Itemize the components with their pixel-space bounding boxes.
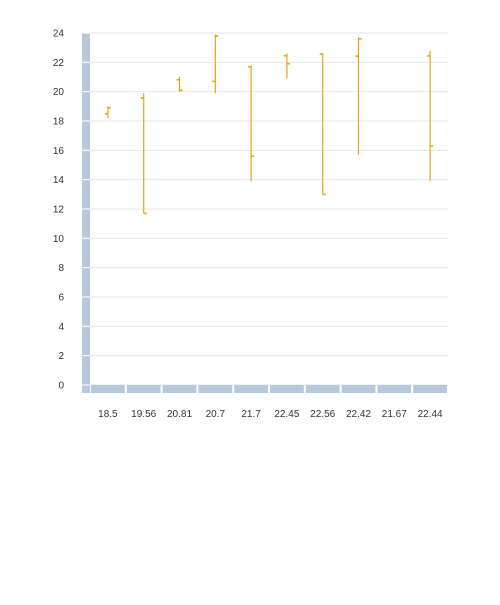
x-axis-band-segment	[270, 385, 304, 393]
y-axis-band	[82, 33, 90, 393]
y-tick-label: 22	[53, 58, 65, 69]
ohlc-mark	[427, 50, 434, 182]
y-tick-label: 14	[53, 175, 65, 186]
y-tick-label: 2	[58, 351, 64, 362]
grid-lines	[90, 32, 448, 386]
x-axis-band-segment	[91, 385, 125, 393]
x-tick-label: 19.56	[131, 409, 156, 420]
y-tick-label: 18	[53, 117, 65, 128]
x-axis-ticks: 18.5 19.56 20.81 20.7 21.7 22.45 22.56 22.42 21.…	[98, 409, 443, 420]
y-tick-label: 24	[53, 29, 65, 40]
x-axis-band-segment	[198, 385, 233, 393]
x-tick-label: 21.7	[241, 409, 261, 420]
x-tick-label: 22.42	[346, 409, 371, 420]
axis-bands	[82, 32, 447, 393]
y-tick-label: 8	[58, 263, 64, 274]
ohlc-marks	[104, 34, 434, 215]
y-tick-label: 4	[58, 322, 64, 333]
ohlc-mark	[319, 53, 326, 196]
ohlc-mark	[140, 93, 147, 215]
x-tick-label: 21.67	[382, 409, 407, 420]
x-axis-band-segment	[341, 385, 376, 393]
x-tick-label: 22.56	[310, 409, 335, 420]
ohlc-mark	[355, 37, 362, 155]
ohlc-mark	[176, 77, 183, 92]
x-tick-label: 22.44	[418, 409, 443, 420]
x-axis-band-segment	[305, 385, 340, 393]
x-tick-label: 22.45	[274, 409, 299, 420]
ohlc-mark	[104, 106, 111, 119]
x-axis-band-segment	[377, 385, 412, 393]
x-tick-label: 20.7	[206, 409, 226, 420]
y-tick-label: 0	[58, 381, 64, 392]
x-axis-band-segment	[413, 385, 447, 393]
ohlc-mark	[283, 53, 290, 79]
x-axis-band-segment	[234, 385, 268, 393]
x-axis-band-segment	[126, 385, 161, 393]
y-tick-label: 20	[53, 87, 65, 98]
x-axis-band-segment	[162, 385, 197, 393]
y-tick-label: 12	[53, 205, 65, 216]
x-tick-label: 18.5	[98, 409, 118, 420]
ohlc-mark	[248, 65, 255, 182]
y-tick-label: 6	[58, 293, 64, 304]
y-tick-label: 16	[53, 146, 65, 157]
x-tick-label: 20.81	[167, 409, 192, 420]
ohlc-mark	[212, 34, 219, 94]
y-tick-label: 10	[53, 234, 65, 245]
